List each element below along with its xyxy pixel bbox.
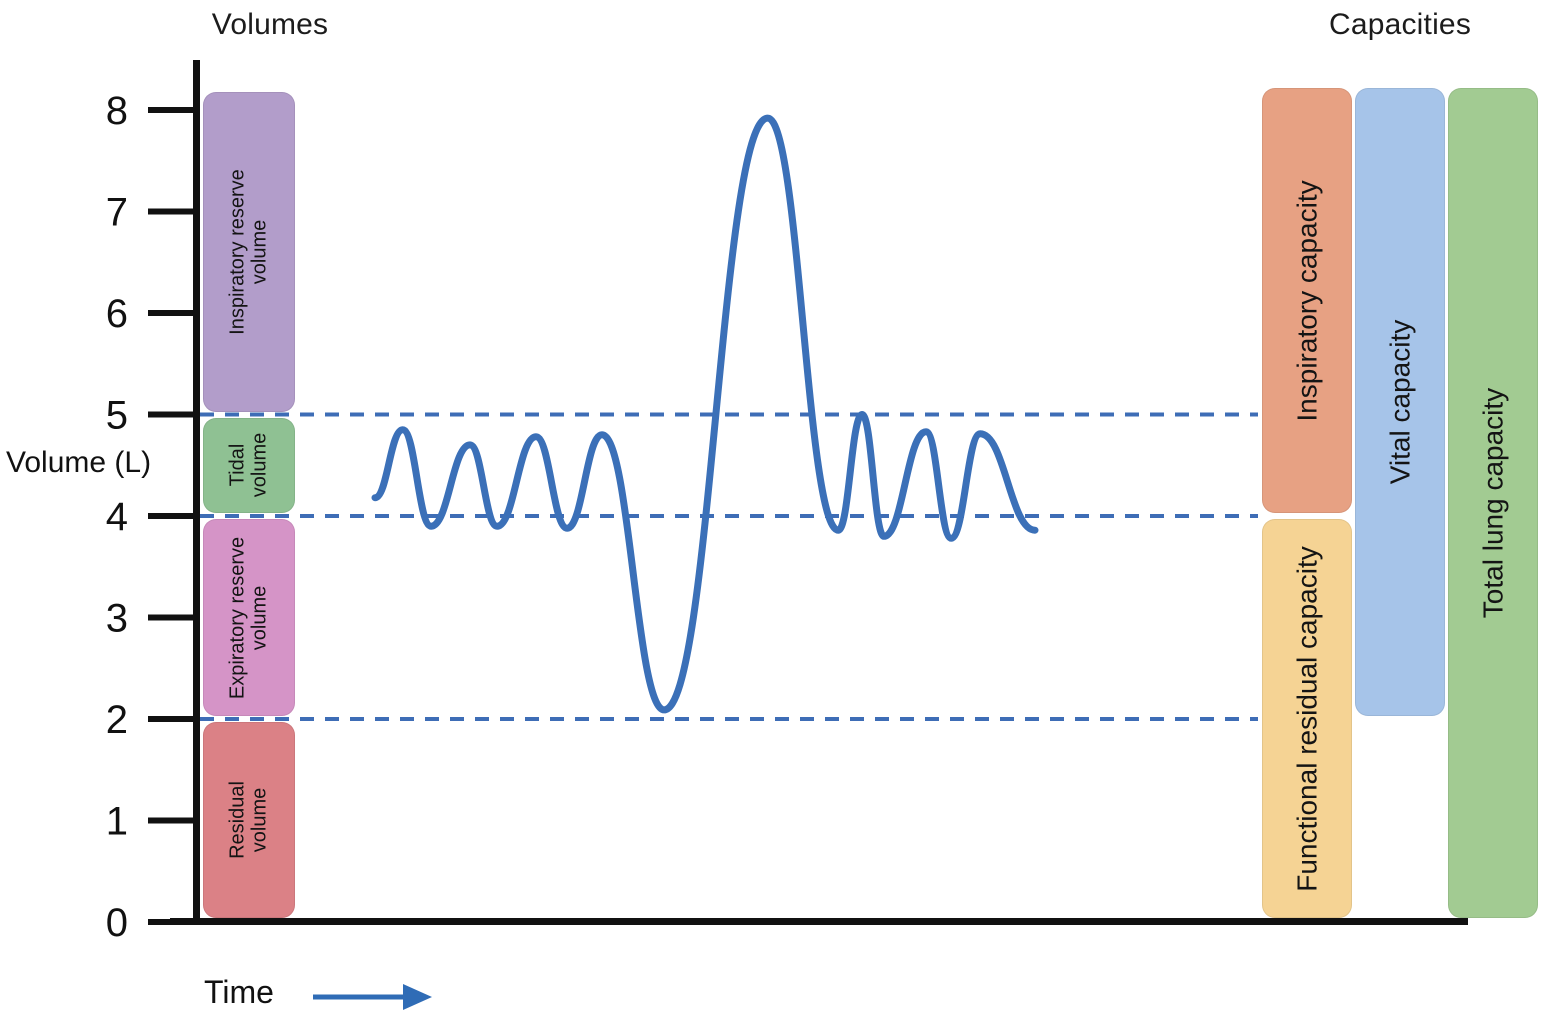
y-tick-label-7: 7	[106, 191, 128, 235]
y-tick-label-6: 6	[106, 292, 128, 336]
volumes-column-title: Volumes	[211, 8, 329, 41]
y-tick-label-4: 4	[106, 495, 128, 539]
y-tick-label-8: 8	[106, 89, 128, 133]
spirogram-trace	[371, 114, 1039, 714]
y-axis-ticks: 8 7 6 5 4 3 2 1 0	[106, 89, 200, 945]
y-axis-label: Volume (L)	[6, 446, 152, 479]
y-tick-label-5: 5	[106, 394, 128, 438]
y-tick-label-1: 1	[106, 800, 128, 844]
dashed-guide-lines	[200, 412, 1258, 721]
time-arrow-icon	[313, 984, 432, 1010]
y-tick-label-3: 3	[106, 597, 128, 641]
x-axis-label: Time	[204, 974, 274, 1010]
y-tick-label-2: 2	[106, 698, 128, 742]
capacities-column-title: Capacities	[1328, 8, 1472, 41]
y-tick-label-0: 0	[106, 901, 128, 945]
